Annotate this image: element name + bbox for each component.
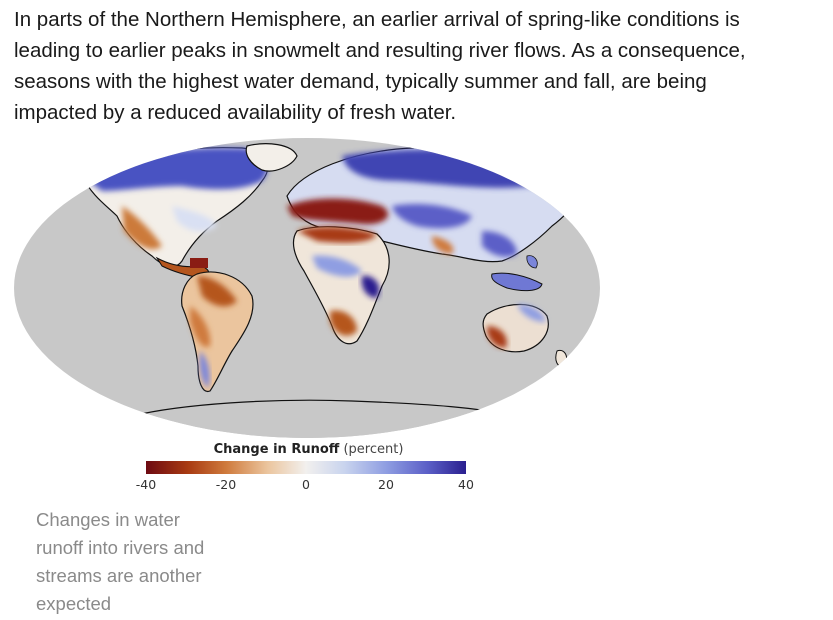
intro-line: leading to earlier peaks in snowmelt and… bbox=[14, 39, 746, 62]
caption-line: runoff into rivers and bbox=[36, 537, 205, 558]
south-america bbox=[181, 271, 254, 392]
caption-line: expected bbox=[36, 593, 112, 614]
intro-line: seasons with the highest water demand, t… bbox=[14, 70, 707, 93]
caption-line: streams are another bbox=[36, 565, 202, 586]
caption-line: Changes in water bbox=[36, 509, 180, 530]
intro-line: In parts of the Northern Hemisphere, an … bbox=[14, 8, 740, 31]
intro-line: impacted by a reduced availability of fr… bbox=[14, 101, 457, 124]
new-zealand bbox=[555, 349, 567, 367]
legend-color-bar bbox=[146, 461, 466, 474]
legend-title-unit: (percent) bbox=[343, 442, 404, 457]
southeast-asia bbox=[491, 255, 543, 292]
greenland bbox=[245, 143, 298, 172]
intro-paragraph: In parts of the Northern Hemisphere, an … bbox=[14, 4, 829, 128]
legend-title-bold: Change in Runoff bbox=[213, 442, 340, 457]
legend-title: Change in Runoff (percent) bbox=[136, 442, 481, 457]
runoff-world-map bbox=[14, 138, 600, 438]
africa bbox=[292, 226, 390, 345]
legend-tick: -20 bbox=[215, 477, 237, 492]
legend-tick: 40 bbox=[458, 477, 474, 492]
runoff-legend: Change in Runoff (percent) -40 -20 0 20 … bbox=[136, 440, 481, 500]
legend-tick: 20 bbox=[378, 477, 394, 492]
legend-tick: -40 bbox=[135, 477, 157, 492]
figure-caption: Changes in water runoff into rivers and … bbox=[36, 506, 236, 618]
legend-tick: 0 bbox=[302, 477, 310, 492]
australia bbox=[482, 303, 549, 353]
